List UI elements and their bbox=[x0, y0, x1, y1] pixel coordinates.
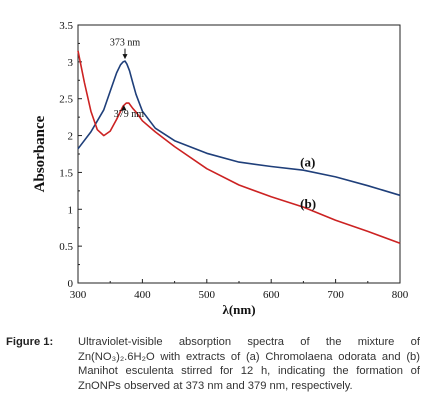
x-tick-label: 500 bbox=[199, 289, 216, 301]
x-tick-label: 700 bbox=[327, 289, 344, 301]
x-tick-label: 600 bbox=[263, 289, 280, 301]
y-axis-title: Absorbance bbox=[32, 115, 48, 192]
series-label: (b) bbox=[300, 196, 316, 211]
x-tick-label: 400 bbox=[134, 289, 151, 301]
peak-annotation: 373 nm bbox=[110, 38, 141, 49]
caption-text: Ultraviolet-visible absorption spectra o… bbox=[78, 336, 420, 392]
series-line-a bbox=[77, 60, 401, 197]
y-tick-label: 0.5 bbox=[59, 241, 73, 253]
x-tick-label: 300 bbox=[70, 289, 87, 301]
peak-annotation: 379 nm bbox=[114, 109, 145, 120]
x-tick-label: 800 bbox=[392, 289, 409, 301]
series-label: (a) bbox=[300, 155, 315, 170]
caption-label: Figure 1: bbox=[6, 336, 54, 348]
y-tick-label: 3 bbox=[68, 57, 74, 69]
y-tick-label: 0 bbox=[68, 278, 74, 290]
arrow-head bbox=[121, 105, 127, 111]
arrow-head bbox=[122, 54, 128, 60]
y-tick-label: 2 bbox=[68, 131, 74, 143]
x-axis-title: λ(nm) bbox=[222, 302, 255, 317]
y-tick-label: 1 bbox=[68, 204, 74, 216]
y-tick-label: 1.5 bbox=[59, 167, 73, 179]
uv-vis-chart: 300 400 500 600 700 800 0 0.5 1 1.5 2 2.5 3 3.5 373 n… bbox=[32, 20, 409, 317]
figure-caption: Figure 1: Ultraviolet-visible absorption… bbox=[0, 335, 429, 407]
y-tick-label: 3.5 bbox=[59, 20, 73, 32]
y-tick-label: 2.5 bbox=[59, 94, 73, 106]
series-line-b bbox=[77, 50, 401, 244]
